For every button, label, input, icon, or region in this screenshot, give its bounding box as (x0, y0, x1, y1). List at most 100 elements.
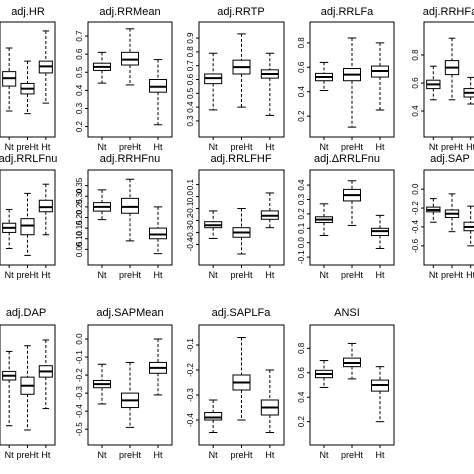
y-tick-label: -0.1 (75, 350, 84, 364)
y-tick-label: -0.4 (186, 413, 195, 427)
category-label: preHt (441, 270, 464, 280)
category-label: preHt (16, 450, 39, 460)
panel-title: adj.DAP (6, 307, 46, 319)
y-tick-label: -0.1 (186, 338, 195, 352)
y-tick-label: 0.4 (411, 105, 420, 117)
category-label: Nt (5, 270, 14, 280)
y-tick-label: -0.4 (411, 220, 420, 234)
category-label: Ht (154, 270, 163, 280)
category-label: Ht (265, 142, 274, 152)
y-tick-label: 0.25 (75, 199, 84, 215)
panel-title: adj.RRLFa (321, 6, 374, 18)
panel-title: adj.RRHFnu (100, 153, 161, 165)
y-tick-label: 0.7 (186, 60, 195, 72)
panel-title: adj.RRLFHF (210, 153, 271, 165)
category-label: preHt (341, 450, 364, 460)
category-label: Ht (466, 270, 474, 280)
y-tick-label: 0.8 (411, 49, 420, 61)
category-label: Nt (98, 450, 107, 460)
y-tick-label: 0.1 (186, 178, 195, 190)
y-tick-label: 0.9 (186, 32, 195, 44)
panel-title: adj.SAP (430, 153, 470, 165)
category-label: Ht (466, 142, 474, 152)
y-tick-label: 0.35 (75, 177, 84, 193)
panel-8: adj.ΔRRLFnu -0.10.0 0.1 0.2 0.3 0.4 Nt preHt Ht (297, 153, 395, 280)
category-label: preHt (441, 142, 464, 152)
category-label: preHt (230, 142, 253, 152)
y-tick-label: -0.2 (411, 201, 420, 215)
y-tick-label: 0.3 (186, 115, 195, 127)
category-label: Ht (41, 142, 50, 152)
panel-title: adj.ΔRRLFnu (314, 153, 380, 165)
y-tick-label: -0.1 (297, 250, 306, 264)
category-label: Nt (209, 142, 218, 152)
y-tick-label: 0.05 (75, 241, 84, 257)
y-tick-label: 0.10 (75, 230, 84, 246)
panel-frame (423, 21, 474, 138)
y-tick-label: 0.2 (297, 110, 306, 122)
category-label: Ht (376, 142, 385, 152)
y-tick-label: 0.4 (186, 101, 195, 113)
y-tick-label: -0.1 (186, 201, 195, 215)
panel-9: adj.SAP -0.6 -0.4 -0.2 0.0 Nt preHt Ht (411, 153, 474, 280)
category-label: preHt (119, 142, 142, 152)
category-label: Ht (376, 450, 385, 460)
panel-title: adj.RRHFa (423, 6, 474, 18)
y-tick-label: -0.2 (186, 363, 195, 377)
panel-0: adj.HR Nt preHt Ht (0, 6, 56, 152)
category-label: preHt (230, 450, 253, 460)
panel-6: adj.RRHFnu 0.050.100.150.200.250.300.35 Nt… (75, 153, 173, 280)
y-tick-label: 0.6 (411, 77, 420, 89)
y-tick-label: -0.2 (186, 213, 195, 227)
category-label: Nt (429, 142, 438, 152)
y-tick-label: -0.3 (75, 386, 84, 400)
y-tick-label: 0.3 (297, 193, 306, 205)
panel-13: ANSI 0.2 0.4 0.6 0.8 Nt preHt Ht (297, 307, 395, 460)
panel-1: adj.RRMean 0.2 0.3 0.4 0.5 0.6 0.7 Nt preHt Ht (75, 6, 173, 152)
y-tick-label: 0.5 (75, 66, 84, 78)
category-label: preHt (16, 142, 39, 152)
panel-title: adj.RRTP (217, 6, 264, 18)
y-tick-label: 0.5 (186, 87, 195, 99)
category-label: Nt (5, 142, 14, 152)
panel-12: adj.SAPLFa -0.4 -0.3 -0.2 -0.1 Nt preHt Ht (186, 307, 285, 460)
category-label: preHt (341, 270, 364, 280)
y-tick-label: 0.6 (297, 367, 306, 379)
category-label: Ht (41, 270, 50, 280)
category-label: preHt (230, 270, 253, 280)
category-label: preHt (119, 270, 142, 280)
panel-11: adj.SAPMean -0.5 -0.4 -0.3 -0.2 -0.1 0.0 Nt preH… (75, 307, 173, 460)
box (38, 199, 53, 213)
box (20, 218, 35, 236)
y-tick-label: 0.4 (75, 84, 84, 96)
y-tick-label: -0.6 (411, 238, 420, 252)
category-label: Nt (98, 142, 107, 152)
panel-5: adj.RRLFnu Nt preHt Ht (0, 153, 57, 280)
category-label: Nt (320, 142, 329, 152)
category-label: Nt (429, 270, 438, 280)
y-tick-label: 0.1 (297, 222, 306, 234)
y-tick-label: 0.0 (411, 183, 420, 195)
y-tick-label: 0.0 (75, 333, 84, 345)
y-tick-label: 0.7 (75, 30, 84, 42)
panel-3: adj.RRLFa 0.2 0.4 0.6 0.8 Nt preHt Ht (297, 6, 395, 152)
y-tick-label: 0.4 (297, 86, 306, 98)
y-tick-label: 0.0 (297, 237, 306, 249)
category-label: Nt (98, 270, 107, 280)
category-label: Nt (320, 270, 329, 280)
y-tick-label: 0.6 (297, 61, 306, 73)
category-label: Ht (265, 270, 274, 280)
panel-2: adj.RRTP 0.3 0.4 0.5 0.60.7 0.8 0.9 Nt preHt Ht (186, 6, 285, 152)
y-tick-label: 0.4 (297, 391, 306, 403)
panel-title: adj.SAPLFa (212, 307, 272, 319)
y-tick-label: -0.4 (75, 404, 84, 418)
category-label: Ht (376, 270, 385, 280)
y-tick-label: 0.0 (186, 190, 195, 202)
y-tick-label: 0.2 (297, 208, 306, 220)
category-label: Nt (209, 270, 218, 280)
panel-title: adj.RRLFnu (0, 153, 57, 165)
category-label: Ht (154, 142, 163, 152)
category-label: Nt (320, 450, 329, 460)
category-label: Ht (154, 450, 163, 460)
